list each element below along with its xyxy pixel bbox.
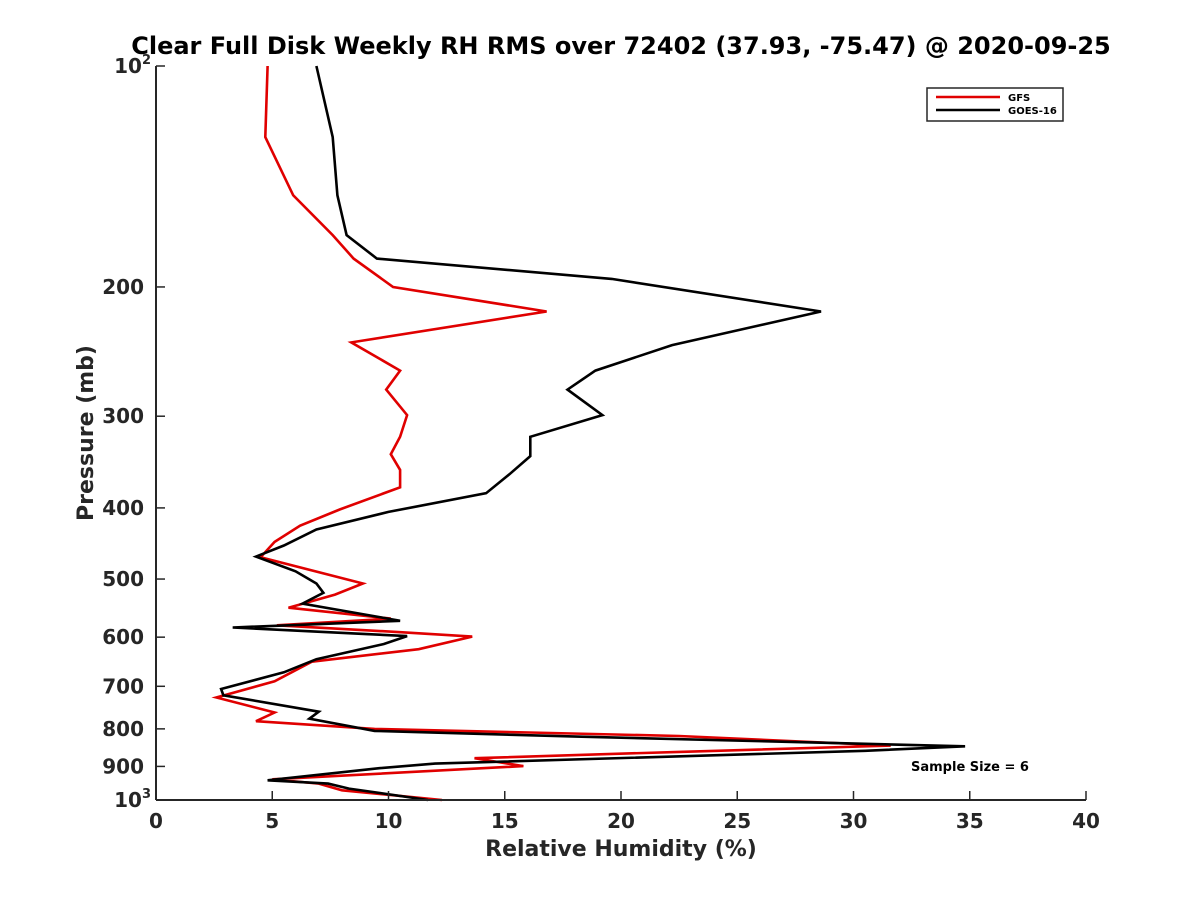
x-ticks: 0 5 10 15 20 25 30 35 40 [149, 791, 1100, 833]
series-line-goes16 [219, 65, 966, 802]
y-tick-label: 800 [102, 717, 144, 741]
x-tick-label: 0 [149, 809, 163, 833]
x-axis-label: Relative Humidity (%) [485, 837, 757, 862]
x-tick-label: 40 [1072, 809, 1100, 833]
x-tick-label: 30 [840, 809, 868, 833]
y-tick-label: 400 [102, 496, 144, 520]
x-tick-label: 10 [375, 809, 403, 833]
y-tick-label: 300 [102, 404, 144, 428]
y-tick-label: 900 [102, 754, 144, 778]
y-axis-label: Pressure (mb) [74, 345, 99, 521]
x-tick-label: 5 [265, 809, 279, 833]
plot-area [211, 65, 966, 802]
legend: GFS GOES-16 [926, 87, 1064, 122]
legend-box [926, 87, 1064, 122]
y-tick-label: 700 [102, 674, 144, 698]
y-tick-label: 600 [102, 625, 144, 649]
x-tick-label: 25 [723, 809, 751, 833]
y-ticks: 102 200 300 400 500 600 700 800 900 103 [102, 53, 165, 812]
y-tick-label: 102 [114, 53, 151, 78]
y-tick-label: 500 [102, 567, 144, 591]
legend-label-gfs: GFS [1008, 93, 1030, 104]
series-line-gfs [211, 65, 891, 802]
sample-size-annotation: Sample Size = 6 [911, 760, 1029, 775]
x-tick-label: 20 [607, 809, 635, 833]
legend-label-goes16: GOES-16 [1008, 106, 1057, 117]
x-tick-label: 35 [956, 809, 984, 833]
chart-title: Clear Full Disk Weekly RH RMS over 72402… [131, 32, 1111, 60]
x-tick-label: 15 [491, 809, 519, 833]
y-tick-label: 103 [114, 787, 151, 812]
y-tick-label: 200 [102, 275, 144, 299]
